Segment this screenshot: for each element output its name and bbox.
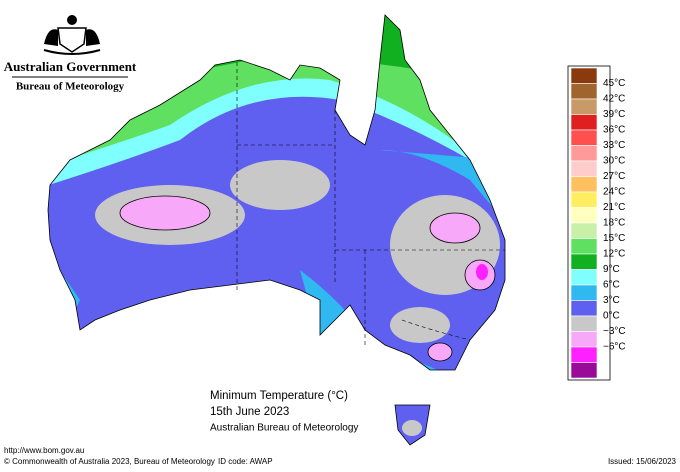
legend-swatch: [570, 67, 598, 84]
copyright: © Commonwealth of Australia 2023, Bureau…: [4, 457, 215, 466]
legend-label: 33°C: [603, 140, 625, 151]
legend-swatch: [570, 269, 598, 286]
legend-label: −6°C: [603, 342, 626, 353]
legend-label: 36°C: [603, 125, 625, 136]
legend-swatch: [570, 114, 598, 131]
legend-swatch: [570, 129, 598, 146]
legend-swatch: [570, 331, 598, 348]
legend-label: 18°C: [603, 218, 625, 229]
legend-label: 9°C: [603, 264, 620, 275]
url: http://www.bom.gov.au: [4, 446, 84, 455]
legend-swatch: [570, 83, 598, 100]
legend-swatch: [570, 176, 598, 193]
legend-label: 0°C: [603, 311, 620, 322]
legend-swatch: [570, 346, 598, 363]
state-borders: [236, 62, 505, 345]
map-source: Australian Bureau of Meteorology: [210, 423, 358, 434]
legend-label: 27°C: [603, 171, 625, 182]
legend-swatch: [570, 362, 598, 379]
legend-swatch: [570, 253, 598, 270]
legend-swatch: [570, 284, 598, 301]
legend-swatch: [570, 207, 598, 224]
legend-label: 30°C: [603, 156, 625, 167]
legend-label: 24°C: [603, 187, 625, 198]
issued: Issued: 15/06/2023: [608, 457, 677, 466]
legend-label: −3°C: [603, 326, 626, 337]
bureau-name: Bureau of Meteorology: [16, 81, 125, 93]
legend-swatch: [570, 222, 598, 239]
legend-swatch: [570, 98, 598, 115]
legend-swatch: [570, 191, 598, 208]
legend-label: 15°C: [603, 233, 625, 244]
legend-swatch: [570, 315, 598, 332]
coastline: [47, 14, 506, 446]
map-date: 15th June 2023: [210, 406, 289, 418]
legend-label: 21°C: [603, 202, 625, 213]
legend-swatch: [570, 160, 598, 177]
legend-frame: [567, 65, 611, 381]
legend-label: 45°C: [603, 78, 625, 89]
map-title: Minimum Temperature (°C): [210, 390, 348, 402]
legend-label: 6°C: [603, 280, 620, 291]
legend-swatch: [570, 238, 598, 255]
legend-label: 42°C: [603, 94, 625, 105]
legend-swatch: [570, 145, 598, 162]
legend-swatch: [570, 300, 598, 317]
agency-name: Australian Government: [4, 59, 137, 74]
legend-label: 3°C: [603, 295, 620, 306]
crest: [43, 15, 101, 55]
id-code: ID code: AWAP: [218, 457, 273, 466]
legend-label: 12°C: [603, 249, 625, 260]
legend-label: 39°C: [603, 109, 625, 120]
legend: 45°C 42°C 39°C 36°C 33°C 30°C 27°C 24°C 21°C 18°C…: [570, 67, 626, 379]
